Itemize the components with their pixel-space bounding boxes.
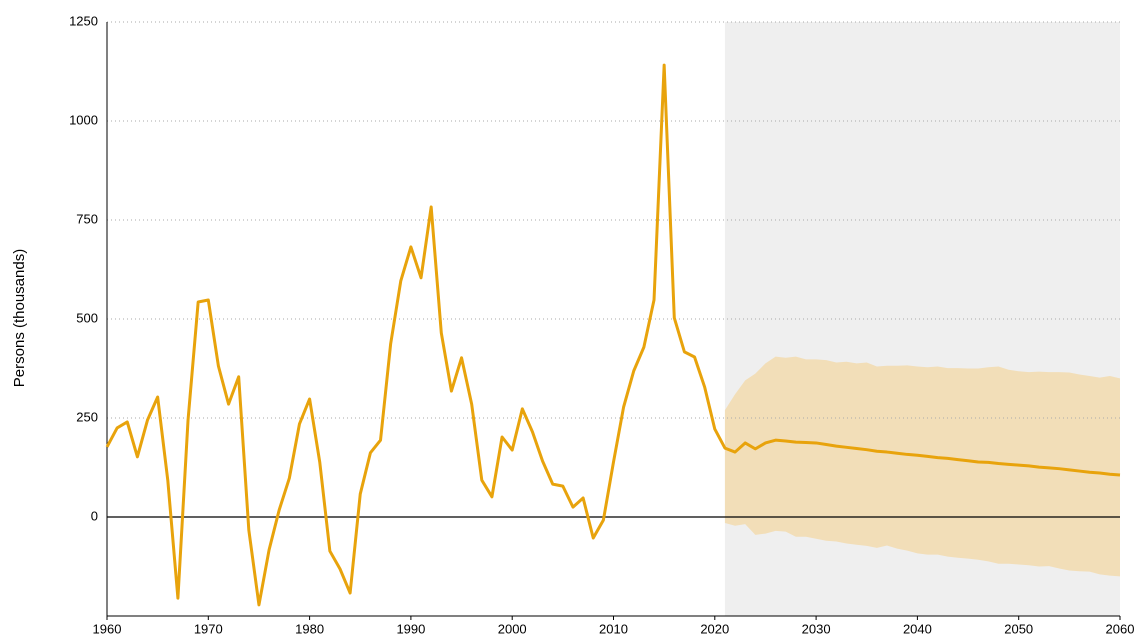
x-tick-label: 2000	[498, 621, 527, 636]
y-tick-label: 250	[76, 409, 98, 424]
uncertainty-band	[724, 356, 1120, 577]
y-axis-label: Persons (thousands)	[11, 249, 28, 387]
y-tick-label: 1000	[69, 112, 98, 127]
y-tick-label: 500	[76, 310, 98, 325]
x-tick-label: 1980	[295, 621, 324, 636]
x-tick-label: 2060	[1106, 621, 1135, 636]
y-tick-label: 750	[76, 211, 98, 226]
x-tick-label: 1970	[194, 621, 223, 636]
x-tick-label: 1990	[396, 621, 425, 636]
x-tick-label: 2050	[1004, 621, 1033, 636]
x-tick-label: 2030	[802, 621, 831, 636]
x-tick-label: 2040	[903, 621, 932, 636]
x-tick-label: 1960	[93, 621, 122, 636]
y-tick-label: 1250	[69, 13, 98, 28]
y-tick-label: 0	[91, 508, 98, 523]
data-line	[105, 63, 1121, 607]
x-tick-label: 2010	[599, 621, 628, 636]
x-tick-label: 2020	[700, 621, 729, 636]
